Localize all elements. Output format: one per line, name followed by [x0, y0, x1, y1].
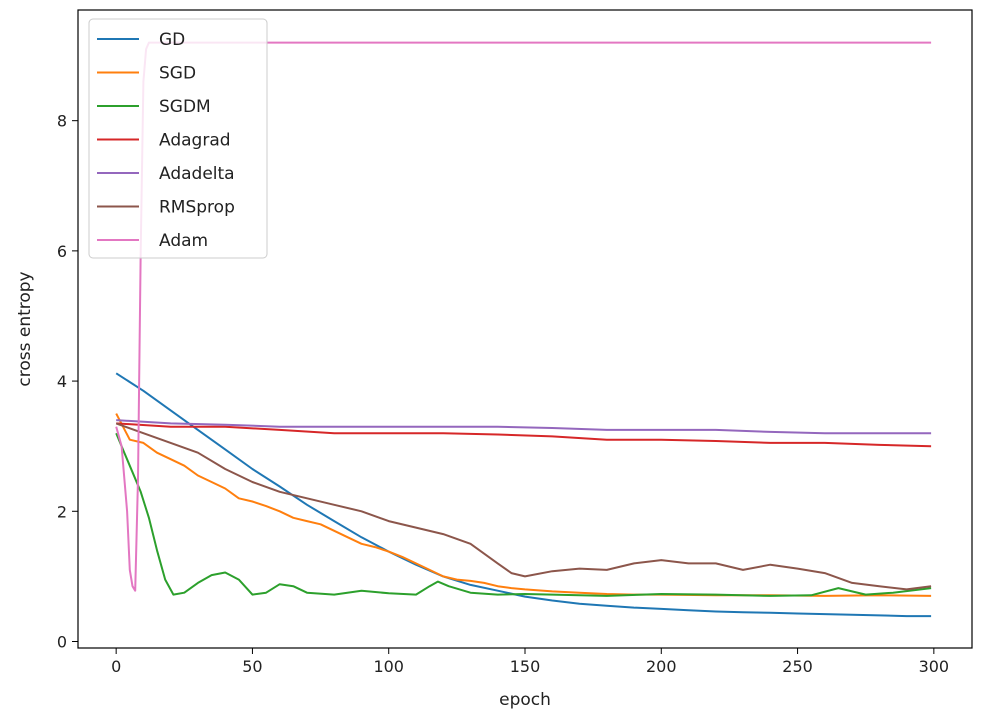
- legend-label-adagrad: Adagrad: [159, 131, 231, 151]
- legend-label-adam: Adam: [159, 231, 208, 251]
- series-line-sgdm: [115, 432, 932, 597]
- legend-label-sgdm: SGDM: [159, 97, 211, 117]
- x-tick-label: 50: [242, 657, 262, 676]
- y-tick-label: 4: [57, 372, 67, 391]
- y-tick-label: 6: [57, 242, 67, 261]
- series-line-adagrad: [116, 422, 932, 448]
- legend-label-adadelta: Adadelta: [159, 164, 235, 184]
- y-tick-label: 8: [57, 112, 67, 131]
- series-line-adadelta: [116, 419, 932, 435]
- y-tick-label: 2: [57, 502, 67, 521]
- x-tick-label: 250: [782, 657, 813, 676]
- legend-label-sgd: SGD: [159, 64, 196, 84]
- legend-box: [88, 18, 268, 259]
- x-axis-label: epoch: [499, 690, 551, 710]
- y-tick-label: 0: [57, 632, 67, 651]
- x-tick-label: 150: [510, 657, 541, 676]
- x-tick-label: 0: [111, 657, 121, 676]
- series-line-rmsprop: [115, 422, 932, 591]
- legend-label-rmsprop: RMSprop: [159, 198, 235, 218]
- series-line-gd: [115, 372, 932, 618]
- series-line-sgd: [115, 413, 932, 597]
- x-tick-label: 100: [373, 657, 404, 676]
- x-tick-label: 200: [646, 657, 677, 676]
- x-tick-label: 300: [919, 657, 950, 676]
- legend-label-gd: GD: [159, 30, 185, 50]
- y-axis-label: cross entropy: [15, 271, 35, 386]
